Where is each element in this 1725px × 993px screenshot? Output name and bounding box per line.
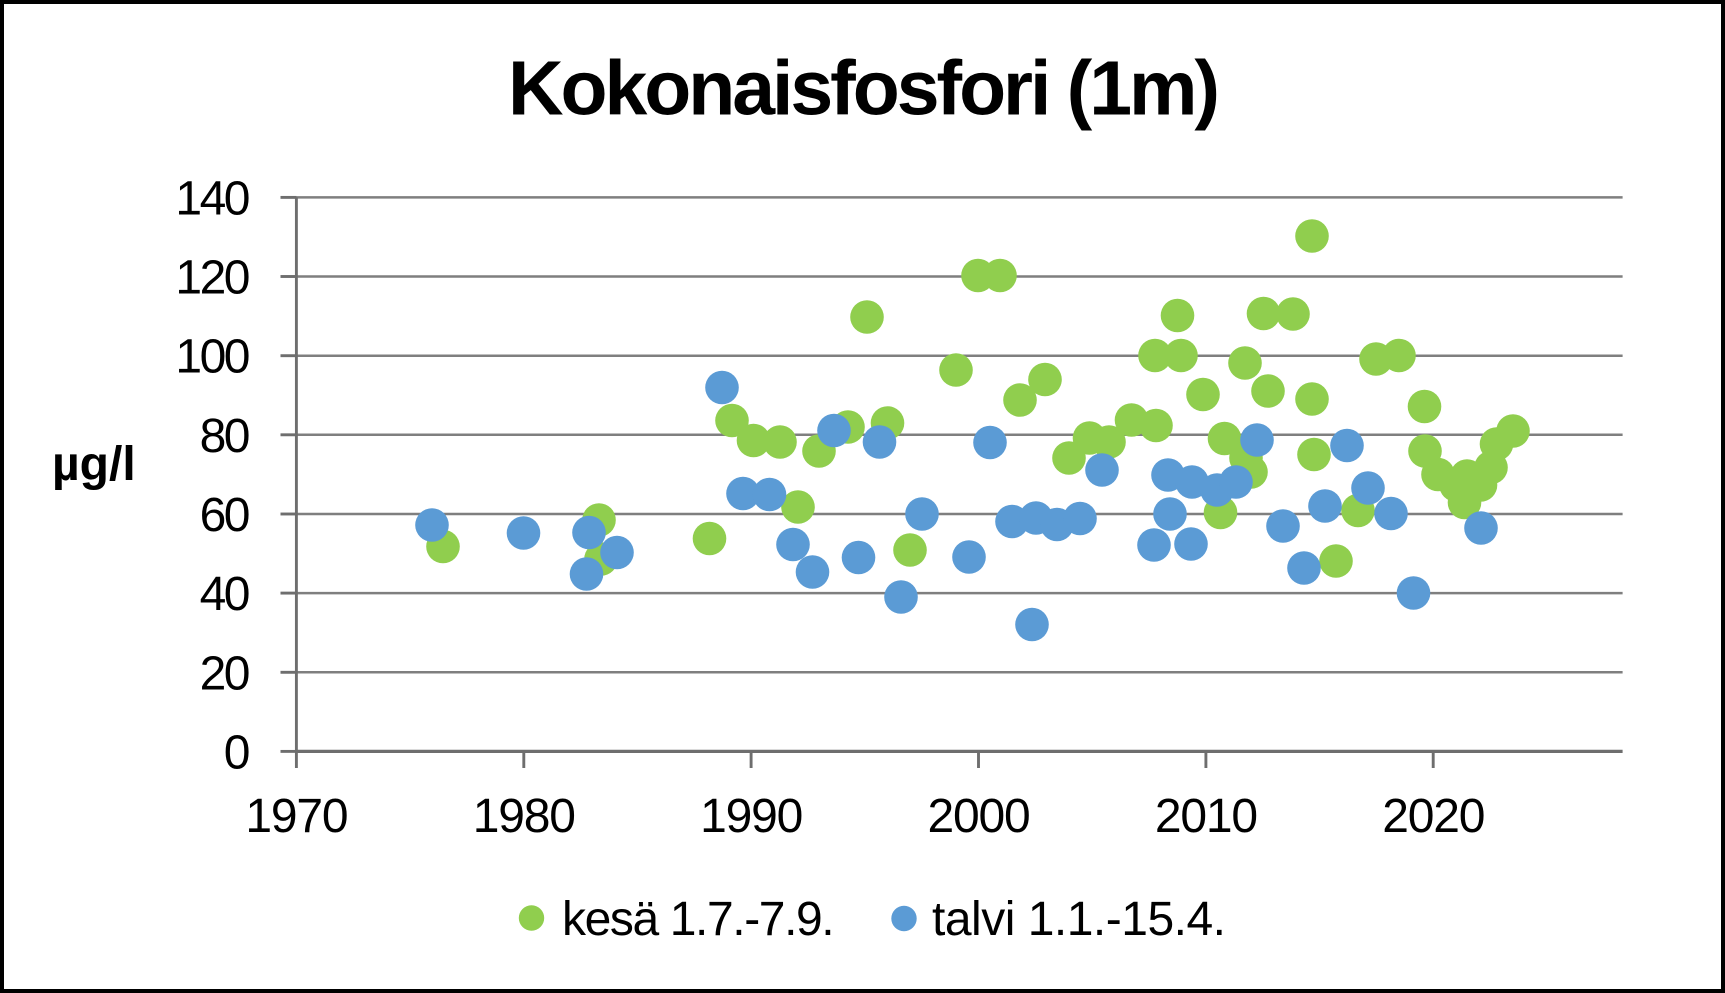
- svg-text:kesä 1.7.-7.9.: kesä 1.7.-7.9.: [562, 893, 833, 946]
- svg-text:2010: 2010: [1155, 790, 1257, 843]
- svg-text:µg/l: µg/l: [52, 438, 136, 491]
- svg-text:2000: 2000: [928, 790, 1030, 843]
- svg-text:40: 40: [200, 568, 249, 621]
- svg-text:100: 100: [175, 331, 248, 384]
- svg-text:2020: 2020: [1382, 790, 1484, 843]
- svg-text:Kokonaisfosfori (1m): Kokonaisfosfori (1m): [508, 46, 1217, 132]
- svg-text:60: 60: [200, 489, 249, 542]
- svg-text:0: 0: [224, 726, 249, 779]
- svg-text:1980: 1980: [473, 790, 575, 843]
- svg-text:20: 20: [200, 647, 249, 700]
- svg-text:120: 120: [175, 252, 248, 305]
- svg-text:80: 80: [200, 410, 249, 463]
- svg-text:1970: 1970: [245, 790, 347, 843]
- svg-text:1990: 1990: [700, 790, 802, 843]
- svg-text:140: 140: [175, 172, 248, 225]
- svg-text:talvi 1.1.-15.4.: talvi 1.1.-15.4.: [932, 893, 1226, 946]
